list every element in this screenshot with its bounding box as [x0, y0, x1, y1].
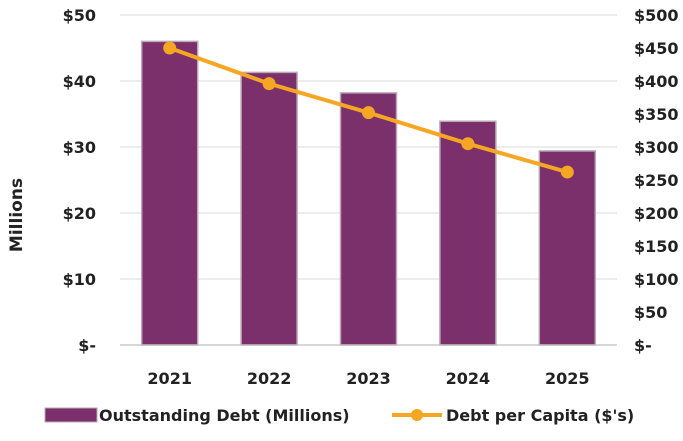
line-series — [163, 41, 574, 179]
line-point-2022 — [262, 77, 276, 91]
line-point-2024 — [461, 137, 475, 151]
y-axis-left: $- $10 $20 $30 $40 $50 — [63, 6, 96, 355]
y-tick-label: $20 — [63, 204, 96, 223]
bar-2021 — [140, 40, 199, 346]
y-tick-label: $50 — [63, 6, 96, 25]
x-tick-label: 2023 — [346, 369, 391, 388]
y2-tick-label: $400 — [634, 72, 679, 91]
y2-tick-label: $300 — [634, 138, 679, 157]
y2-tick-label: $100 — [634, 270, 679, 289]
y2-tick-label: $250 — [634, 171, 679, 190]
line-point-2025 — [560, 165, 574, 179]
x-tick-label: 2025 — [545, 369, 590, 388]
legend-swatch-marker — [411, 409, 423, 421]
y2-tick-label: $150 — [634, 237, 679, 256]
y-tick-label: $10 — [63, 270, 96, 289]
legend-label-line: Debt per Capita ($'s) — [446, 406, 634, 425]
y2-tick-label: $- — [634, 336, 652, 355]
x-tick-label: 2022 — [247, 369, 292, 388]
y2-tick-label: $500 — [634, 6, 679, 25]
bar-series — [140, 40, 597, 346]
y-tick-label: $- — [78, 336, 96, 355]
line-point-2023 — [362, 106, 375, 120]
y2-tick-label: $50 — [634, 303, 667, 322]
legend: Outstanding Debt (Millions) Debt per Cap… — [44, 406, 634, 425]
y2-tick-label: $350 — [634, 105, 679, 124]
x-tick-labels: 2021 2022 2023 2024 2025 — [147, 369, 589, 388]
y-tick-label: $30 — [63, 138, 96, 157]
bar-2022 — [240, 71, 298, 346]
line-point-2021 — [163, 41, 177, 55]
legend-swatch-bar — [44, 407, 98, 423]
bar-2024 — [439, 120, 497, 346]
y-tick-label: $40 — [63, 72, 96, 91]
y-axis-right: $- $50 $100 $150 $200 $250 $300 $350 $400 $450 $50… — [634, 6, 679, 355]
bar-2025 — [538, 150, 597, 346]
y2-tick-label: $450 — [634, 39, 679, 58]
legend-label-bar: Outstanding Debt (Millions) — [99, 406, 350, 425]
x-tick-label: 2021 — [147, 369, 192, 388]
x-tick-label: 2024 — [446, 369, 491, 388]
y-axis-title: Millions — [7, 178, 27, 252]
y2-tick-label: $200 — [634, 204, 679, 223]
bar-2023 — [339, 92, 398, 346]
